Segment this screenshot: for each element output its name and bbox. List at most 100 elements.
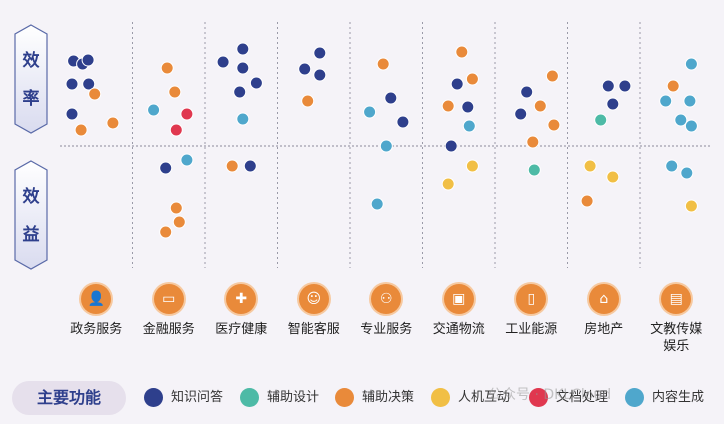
data-point <box>461 100 475 114</box>
data-point <box>236 112 250 126</box>
data-point <box>533 99 547 113</box>
data-point <box>665 159 679 173</box>
row-label-char: 率 <box>22 89 40 109</box>
card-icon: ▭ <box>153 284 184 314</box>
data-point <box>583 159 597 173</box>
data-point <box>88 87 102 101</box>
data-point <box>106 116 120 130</box>
data-point <box>514 107 528 121</box>
row-label-efficiency: 效率 <box>14 24 48 134</box>
row-label-benefit: 效益 <box>14 160 48 270</box>
row-label-shape <box>14 24 48 134</box>
category-label: 专业服务 <box>360 322 413 337</box>
category-tick: ▣ 交通物流 <box>423 284 495 338</box>
data-point <box>379 139 393 153</box>
data-point <box>659 94 673 108</box>
fuel-icon: ▯ <box>516 284 547 314</box>
legend-swatch <box>529 388 548 407</box>
category-label: 工业能源 <box>505 322 558 337</box>
category-label: 交通物流 <box>432 322 485 337</box>
data-point <box>147 103 161 117</box>
train-icon: ▣ <box>443 284 474 314</box>
category-tick: ▤ 文教传媒 娱乐 <box>640 284 712 355</box>
row-label-char: 效 <box>22 187 40 207</box>
legend-label: 辅助决策 <box>362 390 415 405</box>
data-point <box>65 107 79 121</box>
data-point <box>396 115 410 129</box>
data-point <box>606 97 620 111</box>
data-point <box>376 57 390 71</box>
data-point <box>666 79 680 93</box>
data-point <box>172 215 186 229</box>
data-point <box>313 46 327 60</box>
data-point <box>159 161 173 175</box>
legend-swatch <box>240 388 259 407</box>
category-tick: 👤 政务服务 <box>60 284 132 338</box>
category-label: 金融服务 <box>142 322 195 337</box>
data-point <box>74 123 88 137</box>
screen-icon: ▤ <box>661 284 692 314</box>
category-label: 政务服务 <box>70 322 123 337</box>
data-point <box>455 45 469 59</box>
legend-label: 辅助设计 <box>267 390 320 405</box>
data-point <box>684 199 698 213</box>
data-point <box>236 42 250 56</box>
category-tick: ⚇ 专业服务 <box>350 284 422 338</box>
data-point <box>298 62 312 76</box>
watermark: 公众号 · DKLCloud <box>488 387 612 403</box>
category-tick: ⌂ 房地产 <box>568 284 640 338</box>
category-tick: ▯ 工业能源 <box>495 284 567 338</box>
data-point <box>363 105 377 119</box>
legend-swatch <box>625 388 644 407</box>
legend-label: 知识问答 <box>171 390 224 405</box>
data-point <box>225 159 239 173</box>
data-point <box>169 123 183 137</box>
data-point <box>313 68 327 82</box>
legend-label: 人机互动 <box>458 390 511 405</box>
category-label: 医疗健康 <box>215 322 268 337</box>
data-point <box>465 159 479 173</box>
data-points <box>65 42 698 239</box>
category-tick: ✚ 医疗健康 <box>205 284 277 338</box>
chat-person-icon: ☺ <box>298 284 329 314</box>
data-point <box>462 119 476 133</box>
row-label-shape <box>14 160 48 270</box>
category-label: 房地产 <box>584 322 624 337</box>
data-point <box>249 76 263 90</box>
data-point <box>526 135 540 149</box>
data-point <box>243 159 257 173</box>
data-point <box>384 91 398 105</box>
medkit-icon: ✚ <box>226 284 257 314</box>
data-point <box>684 119 698 133</box>
data-point <box>680 166 694 180</box>
legend-swatch <box>144 388 163 407</box>
data-point <box>527 163 541 177</box>
data-point <box>618 79 632 93</box>
data-point <box>233 85 247 99</box>
data-point <box>159 225 173 239</box>
data-point <box>444 139 458 153</box>
people-icon: 👤 <box>81 284 112 314</box>
legend-title: 主要功能 <box>12 381 126 415</box>
category-label: 文教传媒 娱乐 <box>650 322 703 354</box>
legend: 主要功能 知识问答 辅助设计 辅助决策 人机互动 文档处理 内容生成 <box>0 380 724 416</box>
data-point <box>65 77 79 91</box>
house-icon: ⌂ <box>588 284 619 314</box>
data-point <box>594 113 608 127</box>
data-point <box>81 53 95 67</box>
category-tick: ▭ 金融服务 <box>133 284 205 338</box>
data-point <box>674 113 688 127</box>
data-point <box>683 94 697 108</box>
category-label: 智能客服 <box>287 322 340 337</box>
legend-swatch <box>431 388 450 407</box>
data-point <box>465 72 479 86</box>
row-label-char: 效 <box>22 51 40 71</box>
legend-swatch <box>335 388 354 407</box>
data-point <box>370 197 384 211</box>
data-point <box>82 77 96 91</box>
data-point <box>601 79 615 93</box>
data-point <box>580 194 594 208</box>
category-tick: ☺ 智能客服 <box>278 284 350 338</box>
group-icon: ⚇ <box>371 284 402 314</box>
